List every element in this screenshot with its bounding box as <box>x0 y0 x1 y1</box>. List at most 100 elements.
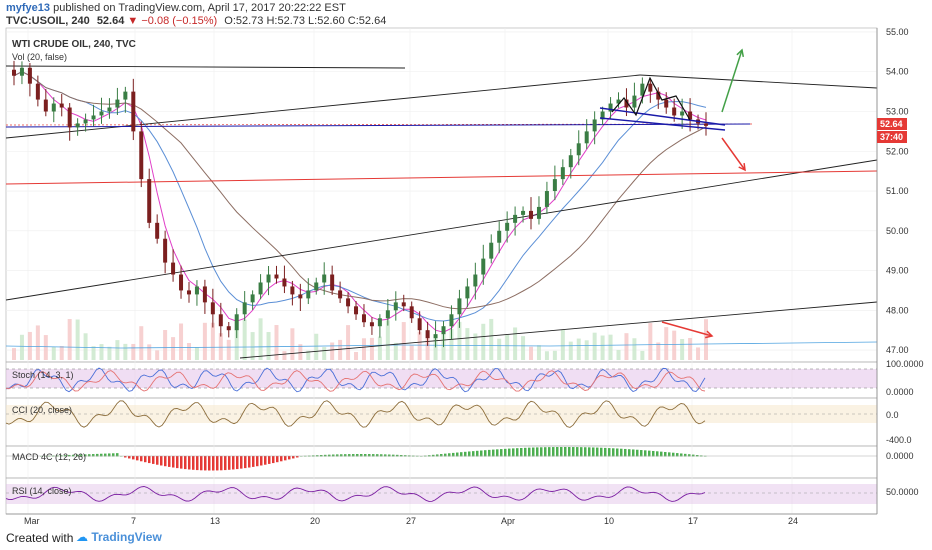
candle-body <box>401 302 406 307</box>
macd-bar <box>360 454 363 457</box>
candle-body <box>155 222 160 239</box>
macd-bar <box>648 450 651 457</box>
macd-level-0: 0.0000 <box>886 451 914 461</box>
macd-bar <box>332 454 335 457</box>
candle-body <box>12 69 16 76</box>
candle-body <box>672 107 677 116</box>
macd-bar <box>504 448 507 457</box>
candle-body <box>433 334 438 339</box>
volume-bar <box>186 343 191 360</box>
macd-bar <box>76 454 79 457</box>
macd-bar <box>88 454 91 457</box>
macd-bar <box>184 456 187 470</box>
volume-bar <box>688 337 693 360</box>
candle-body <box>139 131 144 180</box>
candle-body <box>680 111 685 116</box>
footer: Created with ☁ TradingView <box>0 528 932 550</box>
volume-bar <box>27 331 32 360</box>
macd-bar <box>132 456 135 460</box>
macd-bar <box>476 450 479 457</box>
candle-body <box>608 103 613 112</box>
macd-bar <box>336 454 339 457</box>
panel-frame-3 <box>5 445 878 479</box>
macd-bar <box>612 448 615 457</box>
macd-bar <box>444 453 447 457</box>
time-badge-bg <box>877 131 907 143</box>
macd-bar <box>492 449 495 457</box>
candle-body <box>393 302 398 311</box>
candle-body <box>19 67 24 76</box>
arrow-volume-red <box>661 321 713 337</box>
price-badge-bg <box>877 118 907 130</box>
volume-bar <box>560 329 565 360</box>
macd-bar <box>256 456 259 467</box>
macd-bar <box>632 449 635 457</box>
trend-lower-channel <box>239 301 878 359</box>
candle-body <box>361 314 366 323</box>
macd-bar <box>280 456 283 462</box>
volume-bar <box>346 325 351 360</box>
candle-body <box>425 330 430 339</box>
candle-body <box>322 274 327 283</box>
macd-bar <box>508 448 511 457</box>
trend-declining-top <box>639 74 878 89</box>
macd-bar <box>600 447 603 457</box>
candle-body <box>99 111 104 116</box>
macd-bar <box>112 453 115 457</box>
macd-bar <box>580 447 583 457</box>
macd-bar <box>536 447 539 457</box>
candle-body <box>266 274 271 283</box>
y-tick-label: 50.00 <box>886 226 909 236</box>
macd-bar <box>164 456 167 467</box>
y-tick-label: 49.00 <box>886 266 909 276</box>
volume-bar <box>473 333 478 360</box>
candle-body <box>282 278 287 287</box>
trend-rising-upper <box>5 74 641 139</box>
macd-bar <box>72 454 75 457</box>
volume-bar <box>218 333 223 360</box>
ohlc-values: O:52.73 H:52.73 L:52.60 C:52.64 <box>224 15 387 27</box>
author-name[interactable]: myfye13 <box>6 2 51 14</box>
macd-bar <box>380 454 383 457</box>
candle-body <box>377 318 382 327</box>
x-tick-label: Apr <box>501 516 515 526</box>
macd-bar <box>168 456 171 467</box>
chart-canvas[interactable]: 55.00 54.00 53.00 52.00 51.00 50.00 49.00 48.00… <box>0 0 932 528</box>
stoch-level-100: 100.0000 <box>886 359 924 369</box>
volume-bar <box>330 342 335 360</box>
price-candles[interactable] <box>12 60 708 348</box>
candle-body <box>83 119 88 124</box>
macd-bar <box>464 451 467 457</box>
macd-bar <box>80 454 83 457</box>
macd-bar <box>220 456 223 471</box>
grid <box>5 27 878 515</box>
macd-bar <box>368 454 371 457</box>
arrow-down-red <box>721 137 746 171</box>
macd-bar <box>528 447 531 457</box>
macd-bar <box>296 456 299 458</box>
macd-bar <box>236 456 239 470</box>
candle-body <box>640 83 645 96</box>
macd-bar <box>140 456 143 462</box>
volume-bar <box>306 350 311 360</box>
volume-bar <box>242 319 247 360</box>
macd-bar <box>432 454 435 457</box>
macd-bar <box>676 453 679 457</box>
candle-body <box>616 99 621 104</box>
volume-bar <box>433 337 438 360</box>
tradingview-logo[interactable]: ☁ TradingView <box>76 530 162 544</box>
volume-bar <box>600 335 605 360</box>
volume-bar <box>51 346 56 360</box>
stoch-level-0: 0.0000 <box>886 387 914 397</box>
volume-bar <box>266 332 271 360</box>
macd-bar <box>640 450 643 457</box>
candle-body <box>346 298 351 307</box>
volume-bar <box>616 349 621 360</box>
volume-bar <box>91 346 96 360</box>
macd-bar <box>264 456 267 465</box>
y-tick-label: 55.00 <box>886 27 909 37</box>
candle-body <box>226 326 231 331</box>
volume-bar <box>123 343 128 360</box>
macd-bar <box>620 448 623 457</box>
candle-body <box>584 131 589 144</box>
